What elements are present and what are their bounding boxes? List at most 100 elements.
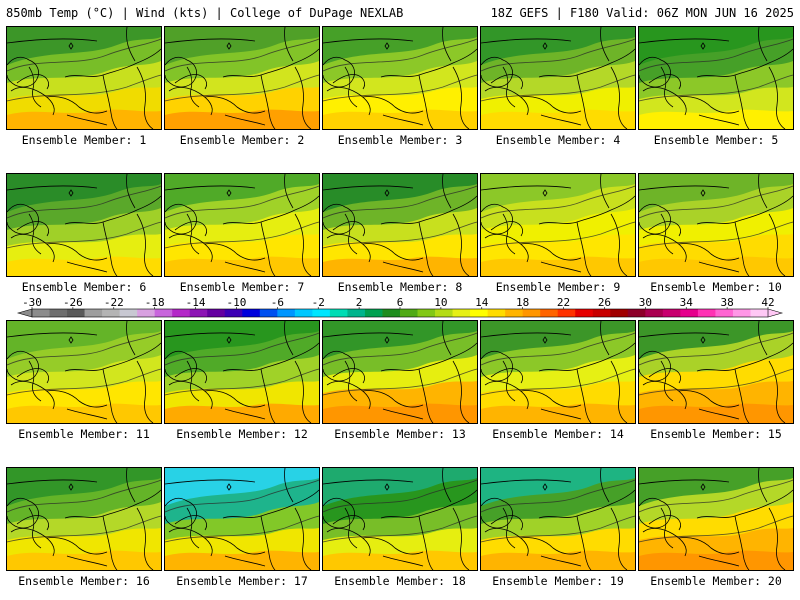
temperature-map bbox=[481, 468, 635, 570]
ensemble-member-19-map bbox=[480, 467, 636, 571]
ensemble-member-label: Ensemble Member: 3 bbox=[337, 133, 463, 147]
colorbar-tick-label: -6 bbox=[271, 296, 284, 309]
colorbar-swatch bbox=[347, 309, 366, 317]
colorbar-tick-label: 26 bbox=[598, 296, 611, 309]
temperature-map bbox=[165, 468, 319, 570]
ensemble-member-9-map bbox=[480, 173, 636, 277]
temperature-map bbox=[481, 174, 635, 276]
colorbar-swatch bbox=[452, 309, 471, 317]
colorbar-tick-label: -26 bbox=[63, 296, 83, 309]
ensemble-member-11-map bbox=[6, 320, 162, 424]
ensemble-member-15-map bbox=[638, 320, 794, 424]
ensemble-member-16-map bbox=[6, 467, 162, 571]
colorbar-swatch bbox=[242, 309, 261, 317]
ensemble-member-label: Ensemble Member: 4 bbox=[495, 133, 621, 147]
colorbar-swatch bbox=[645, 309, 664, 317]
temperature-map bbox=[639, 468, 793, 570]
colorbar-tick-label: 30 bbox=[639, 296, 652, 309]
colorbar-tick-label: 10 bbox=[434, 296, 447, 309]
colorbar-swatch bbox=[154, 309, 173, 317]
ensemble-member-label: Ensemble Member: 5 bbox=[653, 133, 779, 147]
temperature-map bbox=[639, 321, 793, 423]
ensemble-member-1-map bbox=[6, 26, 162, 130]
ensemble-member-18-map bbox=[322, 467, 478, 571]
colorbar-swatch bbox=[172, 309, 191, 317]
ensemble-member-6-map bbox=[6, 173, 162, 277]
colorbar-swatch bbox=[417, 309, 436, 317]
colorbar-swatch bbox=[557, 309, 576, 317]
colorbar-swatch bbox=[119, 309, 138, 317]
colorbar-swatch bbox=[189, 309, 208, 317]
temperature-map bbox=[481, 27, 635, 129]
ensemble-member-label: Ensemble Member: 12 bbox=[176, 427, 308, 441]
ensemble-member-label: Ensemble Member: 6 bbox=[21, 280, 147, 294]
colorbar-tick-label: 2 bbox=[356, 296, 363, 309]
colorbar-swatch bbox=[224, 309, 243, 317]
colorbar-tick-label: -10 bbox=[227, 296, 247, 309]
colorbar-tick-label: -2 bbox=[312, 296, 325, 309]
temperature-map bbox=[7, 468, 161, 570]
ensemble-member-label: Ensemble Member: 9 bbox=[495, 280, 621, 294]
ensemble-member-20-map bbox=[638, 467, 794, 571]
valid-time: 18Z GEFS | F180 Valid: 06Z MON JUN 16 20… bbox=[490, 6, 794, 20]
colorbar-swatch bbox=[750, 309, 769, 317]
colorbar-swatch bbox=[575, 309, 594, 317]
colorbar-swatch bbox=[364, 309, 383, 317]
ensemble-member-label: Ensemble Member: 11 bbox=[18, 427, 150, 441]
temperature-map bbox=[7, 174, 161, 276]
colorbar-swatch bbox=[732, 309, 751, 317]
ensemble-member-14-map bbox=[480, 320, 636, 424]
colorbar-swatch bbox=[627, 309, 646, 317]
colorbar-tick-label: -14 bbox=[186, 296, 206, 309]
colorbar-tick-label: 18 bbox=[516, 296, 529, 309]
colorbar-swatch bbox=[84, 309, 103, 317]
temperature-map bbox=[7, 27, 161, 129]
ensemble-member-17-map bbox=[164, 467, 320, 571]
colorbar-swatch bbox=[540, 309, 559, 317]
colorbar-swatch bbox=[137, 309, 156, 317]
temperature-map bbox=[7, 321, 161, 423]
ensemble-member-10-map bbox=[638, 173, 794, 277]
colorbar-swatch bbox=[67, 309, 85, 317]
temperature-map bbox=[165, 27, 319, 129]
temperature-map bbox=[639, 174, 793, 276]
colorbar-tick-label: 42 bbox=[761, 296, 774, 309]
temperature-map bbox=[323, 321, 477, 423]
ensemble-member-label: Ensemble Member: 13 bbox=[334, 427, 466, 441]
ensemble-member-8-map bbox=[322, 173, 478, 277]
temperature-map bbox=[323, 27, 477, 129]
colorbar-tick-label: 34 bbox=[680, 296, 694, 309]
colorbar-swatch bbox=[294, 309, 313, 317]
colorbar-swatch bbox=[312, 309, 331, 317]
ensemble-member-label: Ensemble Member: 20 bbox=[650, 574, 782, 588]
colorbar-tick-label: -30 bbox=[22, 296, 42, 309]
colorbar-swatch bbox=[259, 309, 278, 317]
colorbar-swatch bbox=[382, 309, 401, 317]
ensemble-member-label: Ensemble Member: 7 bbox=[179, 280, 305, 294]
ensemble-member-label: Ensemble Member: 18 bbox=[334, 574, 466, 588]
colorbar-swatch bbox=[522, 309, 541, 317]
ensemble-member-5-map bbox=[638, 26, 794, 130]
ensemble-member-label: Ensemble Member: 17 bbox=[176, 574, 308, 588]
colorbar-swatch bbox=[592, 309, 611, 317]
ensemble-member-label: Ensemble Member: 16 bbox=[18, 574, 150, 588]
ensemble-member-12-map bbox=[164, 320, 320, 424]
colorbar-swatch bbox=[400, 309, 418, 317]
colorbar-swatch bbox=[487, 309, 506, 317]
ensemble-member-2-map bbox=[164, 26, 320, 130]
ensemble-member-4-map bbox=[480, 26, 636, 130]
colorbar-tick-label: 22 bbox=[557, 296, 570, 309]
colorbar-swatch bbox=[715, 309, 734, 317]
ensemble-member-13-map bbox=[322, 320, 478, 424]
colorbar-swatch bbox=[470, 309, 489, 317]
colorbar-swatch bbox=[49, 309, 68, 317]
colorbar-swatch bbox=[277, 309, 296, 317]
colorbar-swatch bbox=[680, 309, 699, 317]
ensemble-member-label: Ensemble Member: 2 bbox=[179, 133, 305, 147]
colorbar-tick-label: -18 bbox=[145, 296, 165, 309]
ensemble-member-label: Ensemble Member: 19 bbox=[492, 574, 624, 588]
temperature-map bbox=[165, 321, 319, 423]
colorbar-swatch bbox=[32, 309, 50, 317]
ensemble-member-label: Ensemble Member: 15 bbox=[650, 427, 782, 441]
temperature-map bbox=[323, 174, 477, 276]
